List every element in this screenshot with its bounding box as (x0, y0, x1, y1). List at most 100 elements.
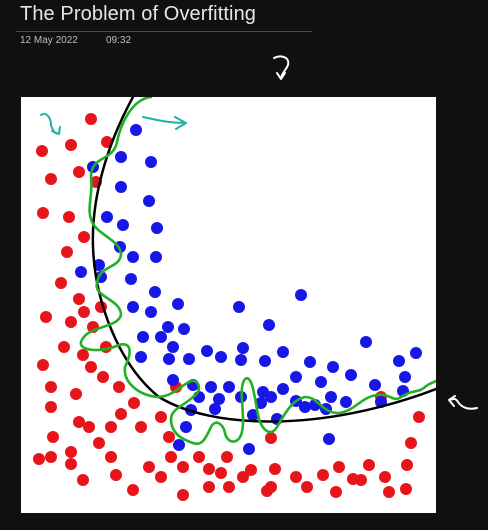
blue-data-point (233, 301, 245, 313)
red-data-point (405, 437, 417, 449)
overfit-decision-boundary (79, 97, 436, 446)
blue-data-point (201, 345, 213, 357)
blue-data-point (345, 369, 357, 381)
red-data-point (61, 246, 73, 258)
red-data-point (97, 371, 109, 383)
red-data-point (45, 381, 57, 393)
blue-data-point (172, 298, 184, 310)
red-data-point (70, 388, 82, 400)
red-data-point (155, 411, 167, 423)
blue-data-point (167, 374, 179, 386)
blue-data-point (173, 439, 185, 451)
red-data-point (301, 481, 313, 493)
red-data-point (265, 432, 277, 444)
blue-data-point (115, 151, 127, 163)
red-data-point (155, 471, 167, 483)
red-data-point (127, 484, 139, 496)
red-data-point (110, 469, 122, 481)
red-data-point (37, 359, 49, 371)
blue-data-point (257, 386, 269, 398)
blue-data-point (243, 443, 255, 455)
overfitting-chart (21, 97, 436, 513)
blue-data-point (135, 351, 147, 363)
blue-data-point (125, 273, 137, 285)
red-data-point (85, 361, 97, 373)
blue-data-point (163, 353, 175, 365)
red-data-point (261, 485, 273, 497)
blue-data-point (399, 371, 411, 383)
blue-data-point (150, 251, 162, 263)
blue-data-point (393, 355, 405, 367)
red-data-point (36, 145, 48, 157)
blue-data-point (115, 181, 127, 193)
red-data-point (269, 463, 281, 475)
red-data-point (223, 481, 235, 493)
red-data-point (93, 437, 105, 449)
red-data-point (237, 471, 249, 483)
blue-data-point (295, 289, 307, 301)
red-data-point (165, 451, 177, 463)
red-data-point (55, 277, 67, 289)
blue-data-point (145, 306, 157, 318)
red-data-point (163, 431, 175, 443)
blue-data-point (277, 346, 289, 358)
blue-data-point (130, 124, 142, 136)
blue-data-point (369, 379, 381, 391)
blue-data-point (183, 353, 195, 365)
red-data-point (105, 421, 117, 433)
red-data-point (135, 421, 147, 433)
red-data-point (330, 486, 342, 498)
blue-data-point (290, 371, 302, 383)
note-date: 12 May 2022 (20, 35, 78, 46)
blue-data-point (101, 211, 113, 223)
red-data-point (47, 431, 59, 443)
red-data-point (63, 211, 75, 223)
scatter-plot (33, 97, 436, 501)
teal-corner-arrow-icon (40, 113, 61, 135)
red-data-point (245, 464, 257, 476)
red-data-point (221, 451, 233, 463)
blue-data-point (360, 336, 372, 348)
red-data-point (40, 311, 52, 323)
red-data-point (65, 316, 77, 328)
red-data-point (83, 421, 95, 433)
red-data-point (73, 416, 85, 428)
blue-data-point (143, 195, 155, 207)
blue-data-point (327, 361, 339, 373)
blue-data-point (215, 351, 227, 363)
blue-data-point (167, 341, 179, 353)
red-data-point (78, 306, 90, 318)
red-data-point (317, 469, 329, 481)
blue-data-point (213, 393, 225, 405)
red-data-point (33, 453, 45, 465)
red-data-point (73, 166, 85, 178)
red-data-point (105, 451, 117, 463)
red-data-point (203, 481, 215, 493)
blue-data-point (75, 266, 87, 278)
blue-data-point (205, 381, 217, 393)
blue-data-point (255, 397, 267, 409)
red-data-point (400, 483, 412, 495)
note-time: 09:32 (106, 35, 132, 46)
curved-left-arrow-icon (448, 395, 478, 410)
red-data-point (77, 349, 89, 361)
red-data-point (355, 474, 367, 486)
red-data-point (85, 113, 97, 125)
blue-data-point (145, 156, 157, 168)
curved-down-arrow-icon (273, 55, 290, 80)
blue-data-point (340, 396, 352, 408)
blue-data-point (223, 381, 235, 393)
red-data-point (203, 463, 215, 475)
blue-data-point (127, 301, 139, 313)
red-data-point (363, 459, 375, 471)
teal-top-arrow-icon (142, 116, 187, 130)
blue-data-point (209, 403, 221, 415)
blue-data-point (237, 342, 249, 354)
red-data-point (177, 461, 189, 473)
blue-data-point (247, 409, 259, 421)
smooth-decision-boundary (91, 97, 436, 423)
blue-data-point (151, 222, 163, 234)
red-data-point (383, 486, 395, 498)
red-data-point (45, 451, 57, 463)
